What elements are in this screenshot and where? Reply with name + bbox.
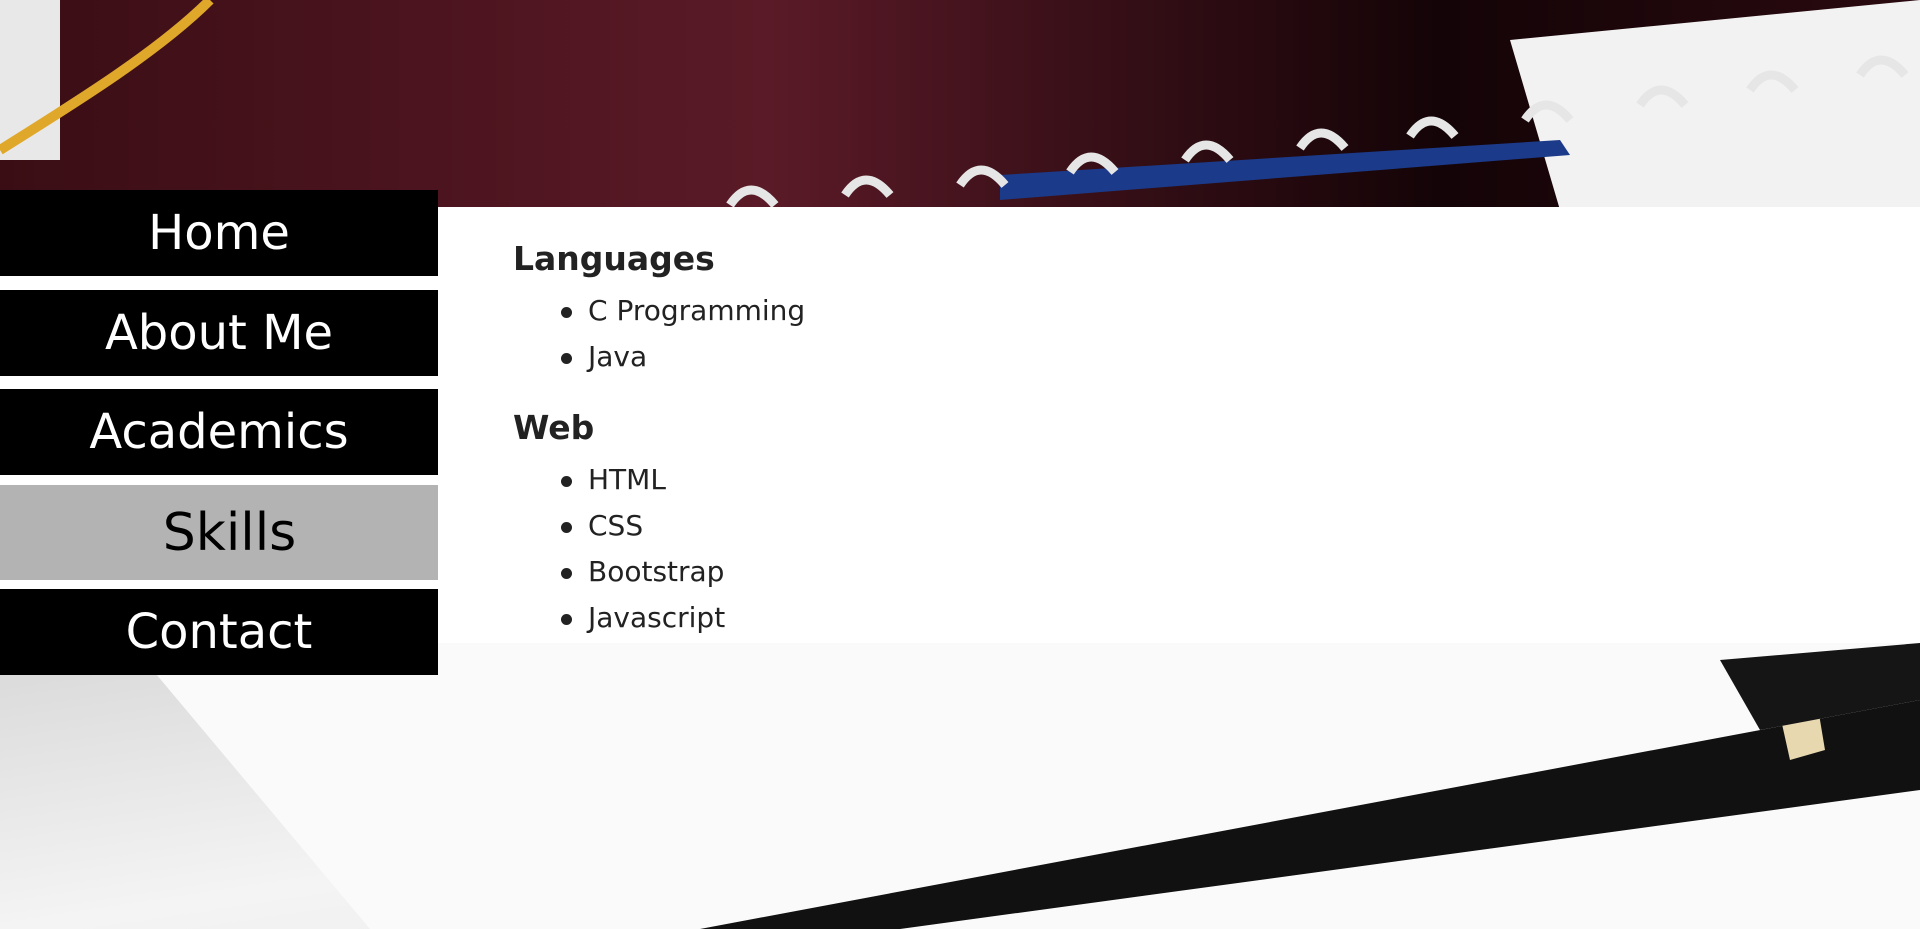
bullet — [561, 614, 572, 625]
skill-item: HTML — [561, 463, 666, 496]
skill-item: Javascript — [561, 601, 725, 634]
section-heading: Languages — [513, 239, 715, 278]
bullet — [561, 568, 572, 579]
skill-item: Bootstrap — [561, 555, 724, 588]
bullet — [561, 353, 572, 364]
nav-button[interactable]: Home — [0, 190, 438, 276]
skill-item: Java — [561, 340, 647, 373]
nav-button[interactable]: Contact — [0, 589, 438, 675]
nav-button[interactable]: Skills — [0, 485, 459, 580]
nav-button[interactable]: Academics — [0, 389, 438, 475]
skill-item: CSS — [561, 509, 643, 542]
nav-button[interactable]: About Me — [0, 290, 438, 376]
skill-item: C Programming — [561, 294, 805, 327]
skills-panel: Languages C Programming Java Web HTML CSS Boot… — [438, 207, 1920, 643]
bullet — [561, 522, 572, 533]
section-heading: Web — [513, 408, 595, 447]
bullet — [561, 476, 572, 487]
bullet — [561, 307, 572, 318]
